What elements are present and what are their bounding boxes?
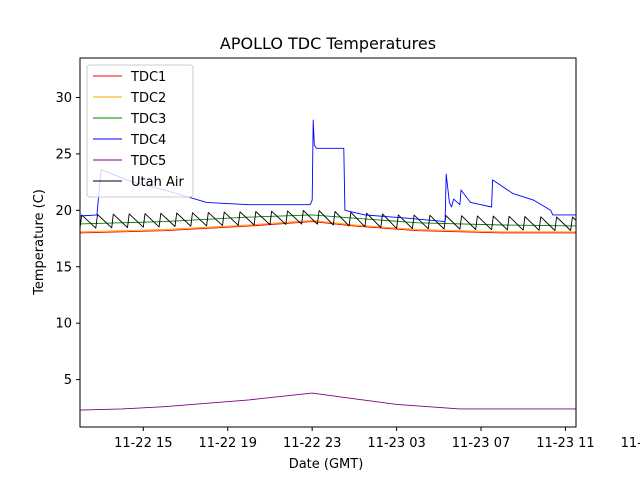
y-tick-label: 30 (55, 91, 72, 106)
legend-label: TDC2 (130, 91, 166, 106)
x-tick-label: 11-22 19 (199, 436, 257, 451)
legend-label: TDC4 (130, 133, 166, 148)
y-tick-label: 15 (55, 260, 72, 275)
x-tick-label: 11-23 07 (452, 436, 510, 451)
series-line-tdc3 (80, 214, 576, 227)
y-tick-label: 25 (55, 147, 72, 162)
legend-box (86, 64, 194, 198)
series-layer (80, 119, 576, 411)
legend-label: Utah Air (131, 175, 184, 190)
series-line-tdc4 (80, 119, 576, 223)
legend: TDC1 TDC2 TDC3 TDC4 TDC5 Utah Air (86, 64, 194, 198)
chart-title: APOLLO TDC Temperatures (220, 34, 436, 53)
x-axis-ticks: 11-22 15 11-22 19 11-22 23 11-23 03 11-23 07… (114, 427, 640, 451)
series-line-tdc2 (80, 220, 576, 233)
y-axis-label: Temperature (C) (32, 189, 47, 296)
y-tick-label: 20 (55, 204, 72, 219)
x-axis-label: Date (GMT) (289, 457, 364, 472)
legend-label: TDC5 (130, 154, 166, 169)
series-line-tdc5 (80, 392, 576, 411)
x-tick-label: 11-23 11 (536, 436, 594, 451)
series-line-utah-air (80, 210, 576, 231)
legend-label: TDC1 (130, 70, 166, 85)
x-tick-label: 11-23 15 (621, 436, 640, 451)
y-tick-label: 10 (55, 317, 72, 332)
y-axis-ticks: 5 10 15 20 25 30 (55, 91, 80, 388)
legend-label: TDC3 (130, 112, 166, 127)
series-line-tdc1 (80, 221, 576, 234)
x-tick-label: 11-23 03 (367, 436, 425, 451)
x-tick-label: 11-22 23 (283, 436, 341, 451)
plot-area (79, 57, 577, 428)
plot-frame (79, 57, 577, 428)
x-tick-label: 11-22 15 (114, 436, 172, 451)
y-tick-label: 5 (64, 373, 72, 388)
